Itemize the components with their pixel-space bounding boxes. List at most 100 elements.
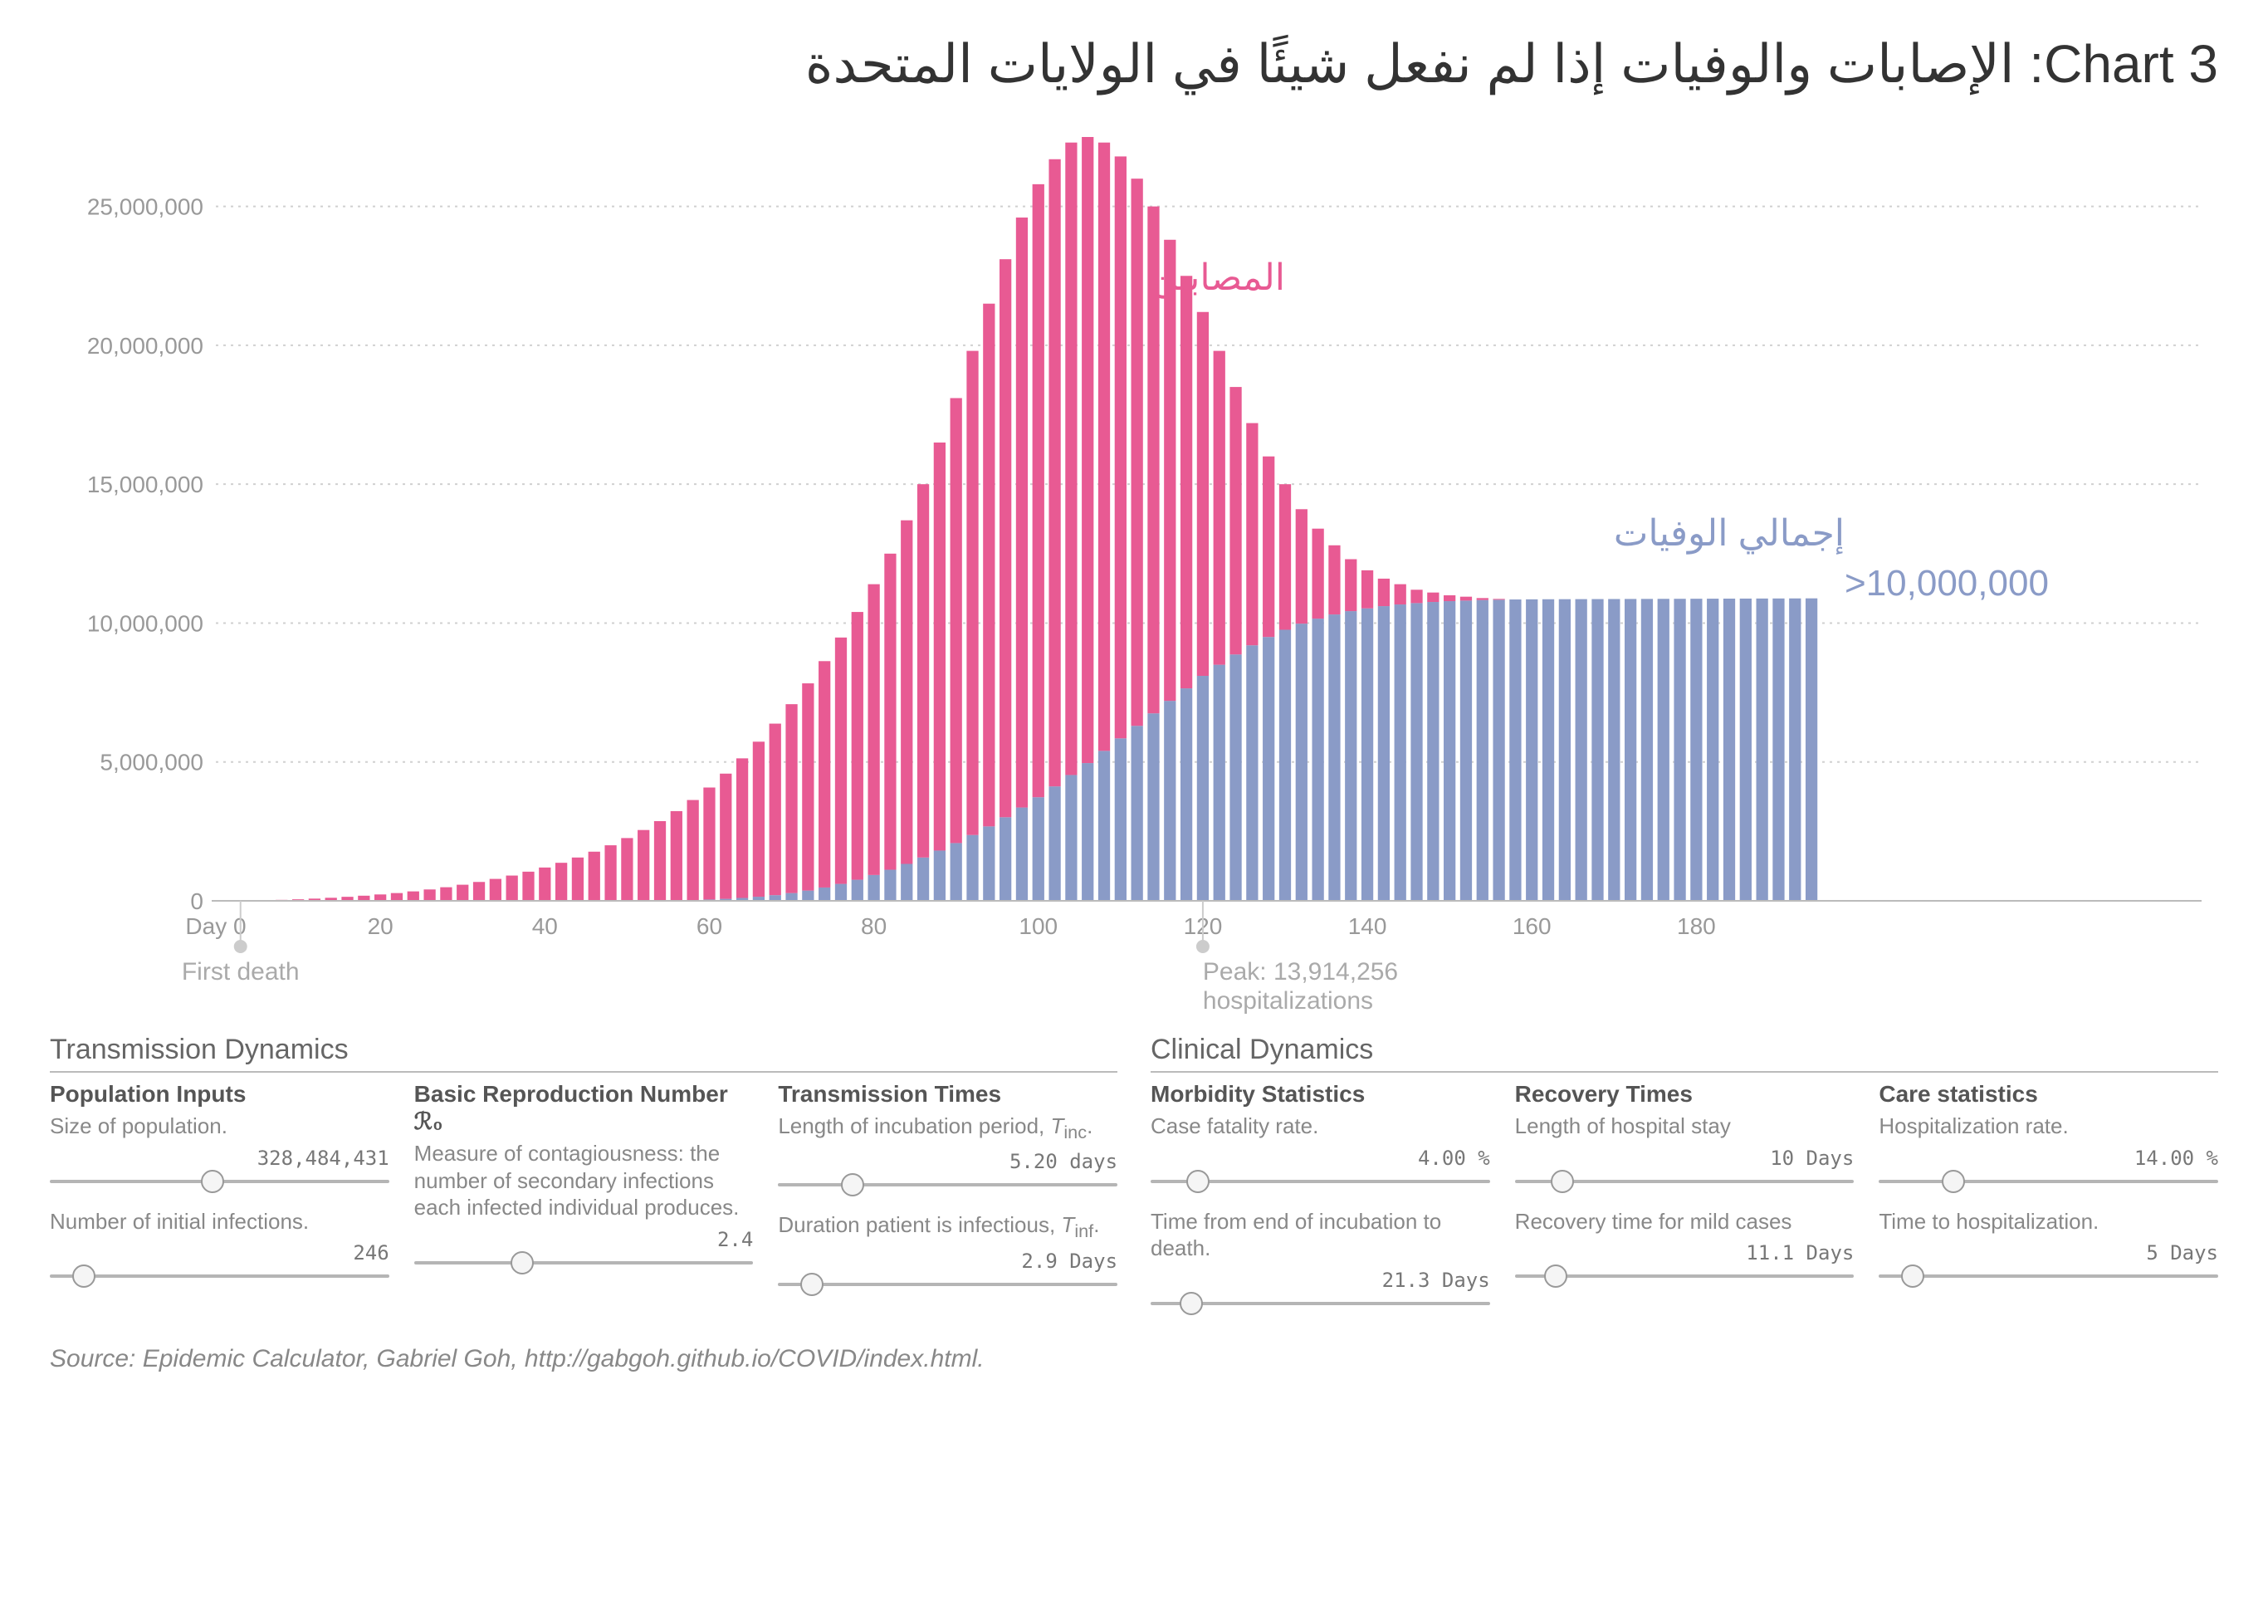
svg-text:60: 60 <box>697 913 722 939</box>
slider-desc: Length of hospital stay <box>1515 1113 1855 1140</box>
slider-desc: Length of incubation period, Tinc. <box>778 1113 1117 1143</box>
slider-value: 10 Days <box>1515 1147 1855 1170</box>
slider[interactable] <box>1515 1266 1855 1286</box>
slider-desc: Time to hospitalization. <box>1879 1208 2218 1235</box>
slider-value: 4.00 % <box>1151 1147 1490 1170</box>
slider-block: 11.1 Days <box>1515 1241 1855 1286</box>
control-column: Morbidity Statistics Case fatality rate. 4… <box>1151 1081 1490 1330</box>
slider-thumb[interactable] <box>1180 1292 1203 1315</box>
slider-value: 2.9 Days <box>778 1250 1117 1273</box>
slider-value: 2.4 <box>414 1228 754 1251</box>
control-column-title: Transmission Times <box>778 1081 1117 1108</box>
controls: Transmission Dynamics Population Inputs S… <box>50 1034 2218 1330</box>
slider-track <box>1879 1180 2218 1183</box>
svg-text:100: 100 <box>1019 913 1058 939</box>
svg-text:>10,000,000: >10,000,000 <box>1845 563 2049 604</box>
slider[interactable] <box>1515 1172 1855 1191</box>
slider-value: 11.1 Days <box>1515 1241 1855 1264</box>
section-title-clinical: Clinical Dynamics <box>1151 1034 2218 1073</box>
svg-text:5,000,000: 5,000,000 <box>100 750 203 775</box>
slider-value: 328,484,431 <box>50 1147 389 1170</box>
control-column: Population Inputs Size of population. 328,… <box>50 1081 389 1311</box>
source-text: Source: Epidemic Calculator, Gabriel Goh… <box>50 1345 2218 1373</box>
slider-value: 246 <box>50 1241 389 1264</box>
slider[interactable] <box>414 1253 754 1273</box>
slider[interactable] <box>778 1175 1117 1195</box>
chart-title: Chart 3: الإصابات والوفيات إذا لم نفعل ش… <box>50 33 2218 95</box>
slider[interactable] <box>1151 1294 1490 1313</box>
slider-block: 2.4 <box>414 1228 754 1273</box>
control-column: Care statistics Hospitalization rate. 14.0… <box>1879 1081 2218 1330</box>
slider-block: 14.00 % <box>1879 1147 2218 1191</box>
slider-value: 5 Days <box>1879 1241 2218 1264</box>
slider-block: 4.00 % <box>1151 1147 1490 1191</box>
svg-text:First death: First death <box>182 958 300 986</box>
slider-thumb[interactable] <box>841 1173 864 1196</box>
page: Chart 3: الإصابات والوفيات إذا لم نفعل ش… <box>0 0 2268 1624</box>
slider-thumb[interactable] <box>72 1264 95 1288</box>
slider-thumb[interactable] <box>1186 1170 1210 1193</box>
svg-text:20: 20 <box>368 913 393 939</box>
slider-value: 5.20 days <box>778 1150 1117 1173</box>
slider-thumb[interactable] <box>800 1273 824 1296</box>
slider[interactable] <box>1879 1172 2218 1191</box>
control-column-title: Morbidity Statistics <box>1151 1081 1490 1108</box>
svg-text:Day 0: Day 0 <box>185 913 246 939</box>
slider-thumb[interactable] <box>1551 1170 1574 1193</box>
slider-desc: Case fatality rate. <box>1151 1113 1490 1140</box>
svg-text:20,000,000: 20,000,000 <box>87 333 203 359</box>
svg-text:40: 40 <box>532 913 558 939</box>
slider-block: 246 <box>50 1241 389 1286</box>
slider-block: 21.3 Days <box>1151 1269 1490 1313</box>
svg-text:إجمالي الوفيات: إجمالي الوفيات <box>1614 513 1845 555</box>
slider-block: 2.9 Days <box>778 1250 1117 1294</box>
slider-desc: Recovery time for mild cases <box>1515 1208 1855 1235</box>
section-clinical: Clinical Dynamics Morbidity Statistics Ca… <box>1151 1034 2218 1330</box>
svg-text:المصابين: المصابين <box>1151 257 1285 299</box>
slider[interactable] <box>778 1274 1117 1294</box>
slider-thumb[interactable] <box>511 1251 534 1274</box>
control-column-title: Care statistics <box>1879 1081 2218 1108</box>
slider-desc: Duration patient is infectious, Tinf. <box>778 1211 1117 1242</box>
svg-text:0: 0 <box>190 888 203 914</box>
slider[interactable] <box>1151 1172 1490 1191</box>
control-column-desc: Measure of contagiousness: the number of… <box>414 1140 754 1221</box>
slider-track <box>1879 1274 2218 1278</box>
slider-desc: Hospitalization rate. <box>1879 1113 2218 1140</box>
svg-text:25,000,000: 25,000,000 <box>87 194 203 220</box>
svg-text:80: 80 <box>861 913 887 939</box>
slider-value: 14.00 % <box>1879 1147 2218 1170</box>
slider-value: 21.3 Days <box>1151 1269 1490 1292</box>
slider[interactable] <box>1879 1266 2218 1286</box>
slider-thumb[interactable] <box>1901 1264 1924 1288</box>
section-transmission: Transmission Dynamics Population Inputs S… <box>50 1034 1117 1330</box>
slider-thumb[interactable] <box>201 1170 224 1193</box>
control-column-title: Basic Reproduction Number ℛ₀ <box>414 1081 754 1135</box>
slider-thumb[interactable] <box>1942 1170 1965 1193</box>
svg-text:hospitalizations: hospitalizations <box>1203 987 1373 1015</box>
control-column: Recovery TimesLength of hospital stay10 … <box>1515 1081 1855 1330</box>
control-column: Transmission Times Length of incubation p… <box>778 1081 1117 1311</box>
slider-block: 10 Days <box>1515 1147 1855 1191</box>
slider[interactable] <box>50 1266 389 1286</box>
chart-area: 0 5,000,000 10,000,000 15,000,000 20,000,000… <box>50 112 2218 1025</box>
slider-desc: Number of initial infections. <box>50 1208 389 1235</box>
section-title-transmission: Transmission Dynamics <box>50 1034 1117 1073</box>
slider-desc: Time from end of incubation to death. <box>1151 1208 1490 1262</box>
svg-text:10,000,000: 10,000,000 <box>87 610 203 636</box>
svg-text:15,000,000: 15,000,000 <box>87 472 203 497</box>
chart-svg: 0 5,000,000 10,000,000 15,000,000 20,000,000… <box>50 112 2218 1025</box>
slider-track <box>778 1283 1117 1286</box>
slider-block: 328,484,431 <box>50 1147 389 1191</box>
control-column: Basic Reproduction Number ℛ₀Measure of c… <box>414 1081 754 1311</box>
slider-track <box>50 1274 389 1278</box>
svg-text:140: 140 <box>1348 913 1387 939</box>
slider[interactable] <box>50 1172 389 1191</box>
slider-thumb[interactable] <box>1544 1264 1567 1288</box>
svg-text:160: 160 <box>1513 913 1552 939</box>
svg-text:180: 180 <box>1677 913 1716 939</box>
svg-text:Peak: 13,914,256: Peak: 13,914,256 <box>1203 958 1398 986</box>
slider-desc: Size of population. <box>50 1113 389 1140</box>
slider-track <box>778 1183 1117 1186</box>
control-column-title: Population Inputs <box>50 1081 389 1108</box>
